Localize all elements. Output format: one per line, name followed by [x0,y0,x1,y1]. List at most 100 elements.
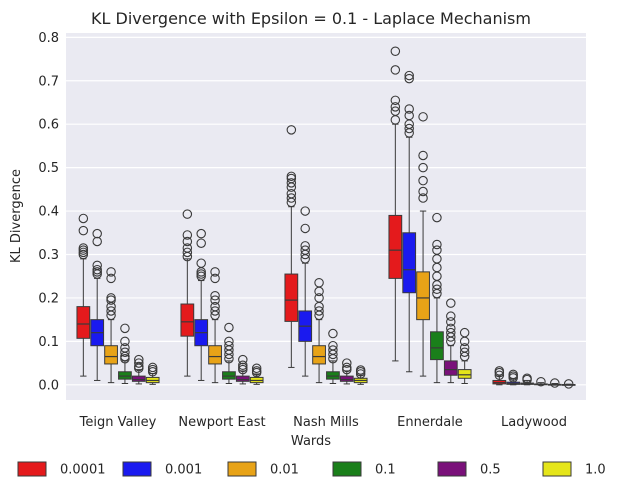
outlier-point [182,230,193,240]
box-body [457,369,472,379]
outlier-point [432,245,442,255]
box-0.1-0 [118,323,132,384]
outlier-point [390,102,401,112]
outlier-point [251,366,262,376]
outlier-point [328,340,338,351]
outlier-point [390,106,401,116]
legend-label: 0.01 [270,463,299,478]
box-0.001-1 [194,228,209,381]
outlier-point [147,362,158,373]
outlier-point [286,188,297,199]
outlier-point [355,365,366,375]
outlier-point [314,293,324,303]
outlier-point [446,317,456,327]
box-0.01-2 [312,277,326,384]
outlier-point [446,298,456,308]
box-0.5-4 [547,378,562,388]
box-body [402,232,417,294]
box-0.01-3 [416,112,430,377]
outlier-point [92,264,102,275]
outlier-point [120,323,130,334]
outlier-point [404,70,414,81]
outlier-point [418,112,428,122]
outlier-point [300,223,310,234]
box-body [235,375,250,382]
outlier-point [182,243,193,253]
box-0.1-3 [430,212,444,384]
grid-lines [66,36,586,386]
box-0.001-3 [402,70,417,373]
x-axis-label: Wards [291,434,331,449]
outlier-point [300,241,310,251]
x-tick-labels: Teign Valley Newport East Nash Mills Ennerd… [79,415,567,430]
outlier-point [328,328,338,339]
outlier-point [78,243,89,253]
outlier-point [286,171,297,182]
box-1.0-2 [353,365,368,385]
box-body [76,306,91,339]
outlier-point [106,306,116,316]
box-0.1-4 [534,377,548,387]
outlier-point [106,273,116,284]
outlier-point [314,306,324,316]
legend-label: 0.001 [165,463,202,478]
outlier-point [92,236,102,247]
legend-swatch [122,461,152,477]
y-tick-label: 0.4 [38,205,59,220]
x-tick-label: Ennerdale [397,415,463,430]
outlier-point [404,104,414,114]
legend-label: 1.0 [585,463,606,478]
outlier-point [286,125,297,135]
x-tick-label: Teign Valley [79,415,157,430]
legend-label: 0.0001 [60,463,106,478]
outlier-point [224,340,234,351]
outlier-point [314,277,324,288]
outlier-point [418,186,428,197]
box-body [312,345,326,365]
outlier-point [459,343,470,353]
outlier-point [182,209,193,219]
outlier-point [432,284,442,294]
outlier-point [418,162,428,173]
box-body [326,371,340,380]
outlier-point [536,377,546,387]
box-body [388,214,403,279]
outlier-point [224,322,234,333]
outlier-point [563,379,574,389]
outlier-point [494,370,505,380]
box-body [443,360,458,376]
outlier-point [432,212,442,223]
box-body [284,273,299,322]
outlier-point [390,65,401,75]
box-body [180,303,195,337]
outlier-point [210,301,220,312]
box-0.5-0 [131,354,146,385]
outlier-point [134,361,144,372]
outlier-point [120,336,130,347]
outlier-point [300,245,310,255]
outlier-point [106,293,116,303]
x-tick-label: Newport East [178,415,265,430]
box-body [208,345,222,365]
y-tick-label: 0.6 [38,118,59,133]
y-tick-label: 0.0 [38,378,59,393]
outlier-point [182,247,193,258]
legend-item: 0.1 [332,461,396,478]
outlier-point [328,345,338,355]
outlier-point [418,175,428,186]
y-tick-label: 0.1 [38,335,59,350]
box-body [222,371,236,380]
box-1.0-3 [457,327,472,384]
outlier-point [210,306,220,316]
box-0.5-3 [443,298,458,384]
box-0.0001-4 [492,366,507,386]
box-body [416,271,430,321]
outlier-point [92,260,102,271]
box-body [118,371,132,380]
outlier-point [134,358,144,368]
outlier-point [418,193,428,203]
legend-swatch [437,461,467,477]
y-tick-label: 0.2 [38,291,59,306]
